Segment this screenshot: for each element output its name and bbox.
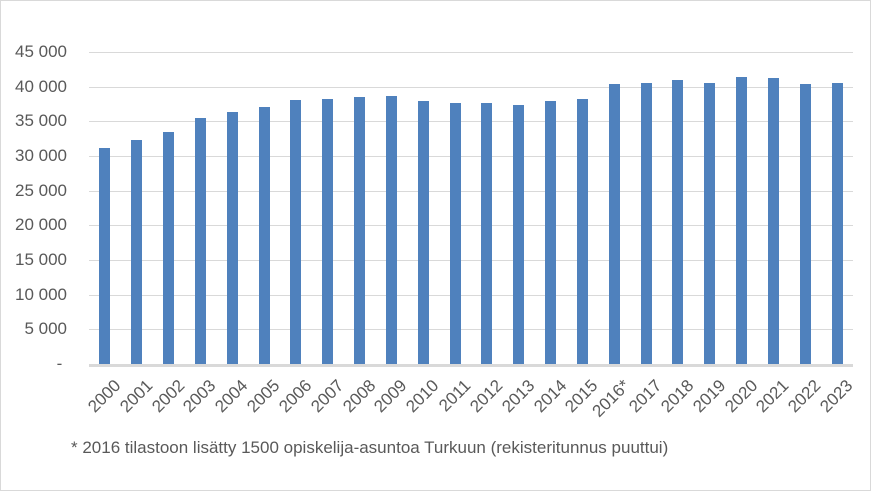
gridline: [89, 190, 853, 192]
bar-2022: [799, 83, 811, 364]
y-tick-label: 25 000: [15, 180, 67, 200]
gridline: [89, 260, 853, 261]
bar-2006: [290, 99, 302, 364]
bar-2002: [163, 132, 175, 364]
bar-2009: [385, 96, 397, 364]
bar-2016*: [608, 83, 620, 364]
footnote: * 2016 tilastoon lisätty 1500 opiskelija…: [71, 438, 669, 457]
bar-2019: [704, 83, 716, 364]
bar-2017: [640, 82, 652, 364]
y-tick-label: 35 000: [15, 111, 67, 131]
bar-2007: [322, 98, 334, 364]
y-tick-label: 10 000: [15, 284, 67, 304]
bar-2013: [513, 104, 525, 364]
bar-2004: [226, 112, 238, 364]
bar-2023: [831, 83, 843, 364]
bar-2018: [672, 80, 684, 364]
gridline: [89, 86, 853, 88]
bar-2000: [99, 148, 111, 364]
bar-2020: [736, 77, 748, 364]
y-tick-label: 5 000: [24, 319, 67, 339]
bar-2010: [417, 100, 429, 364]
bar-2015: [576, 99, 588, 364]
gridline: [89, 121, 853, 123]
y-tick-label: 20 000: [15, 215, 67, 235]
bar-2001: [131, 140, 143, 364]
x-axis-line: [89, 364, 853, 367]
bar-2005: [258, 106, 270, 364]
gridline: [89, 329, 853, 331]
y-tick-label: 45 000: [15, 42, 67, 61]
bar-2014: [545, 100, 557, 364]
bar-2008: [354, 97, 366, 364]
y-tick-label: -: [56, 354, 67, 373]
bar-2012: [481, 103, 493, 364]
y-tick-label: 40 000: [15, 76, 67, 96]
gridline: [89, 225, 853, 227]
gridline: [89, 156, 853, 157]
y-tick-label: 15 000: [15, 250, 67, 269]
bar-2021: [767, 78, 779, 364]
bar-2003: [194, 117, 206, 364]
gridline: [89, 294, 853, 296]
bar-2011: [449, 103, 461, 364]
y-tick-label: 30 000: [15, 146, 67, 165]
gridline: [89, 52, 853, 53]
